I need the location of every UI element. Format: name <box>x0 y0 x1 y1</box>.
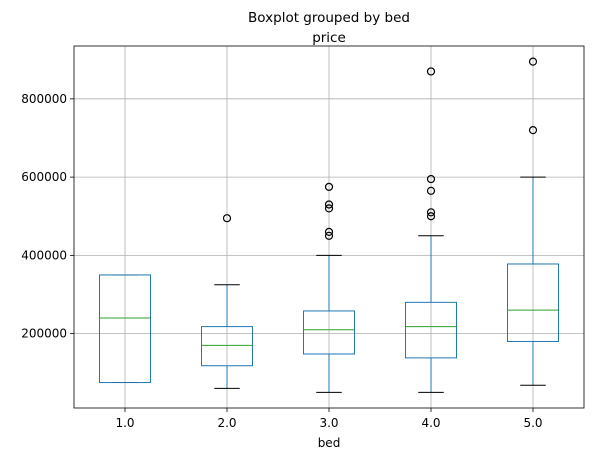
x-tick-label: 3.0 <box>319 416 338 430</box>
box-2.0 <box>201 214 253 389</box>
outlier-point <box>324 200 334 209</box>
outlier-point <box>324 231 334 240</box>
outlier-point <box>324 204 334 213</box>
box-4.0 <box>405 67 457 393</box>
outlier-point <box>426 174 436 184</box>
box-1.0 <box>99 274 151 384</box>
y-tick-label: 400000 <box>21 248 67 262</box>
iqr-box <box>507 263 559 342</box>
y-tick-label: 600000 <box>21 170 67 184</box>
iqr-box <box>405 301 457 359</box>
x-tick-label: 4.0 <box>421 416 440 430</box>
outlier-point <box>528 57 538 66</box>
outlier-point <box>324 182 334 191</box>
outlier-point <box>426 212 436 221</box>
iqr-box <box>303 310 355 355</box>
x-tick-label: 2.0 <box>217 416 236 430</box>
outlier-point <box>426 186 436 195</box>
y-tick-label: 200000 <box>21 327 67 341</box>
outlier-point <box>426 208 436 217</box>
boxes-group <box>99 57 559 393</box>
chart-title: Boxplot grouped by bed <box>248 10 410 26</box>
axes-group: 1.0 2.0 3.0 4.0 5.0 200000 400000 600000 800000 <box>21 92 542 430</box>
chart-subtitle: price <box>312 30 346 46</box>
box-3.0 <box>303 182 355 393</box>
iqr-box <box>99 274 151 384</box>
x-tick-label: 5.0 <box>523 416 542 430</box>
outlier-point <box>222 214 232 223</box>
y-tick-label: 800000 <box>21 92 67 106</box>
x-axis-label: bed <box>318 436 341 450</box>
outlier-point <box>528 126 538 135</box>
box-5.0 <box>507 57 559 386</box>
iqr-box <box>201 326 253 367</box>
x-tick-label: 1.0 <box>115 416 134 430</box>
outlier-point <box>324 227 334 236</box>
outlier-point <box>426 67 436 76</box>
